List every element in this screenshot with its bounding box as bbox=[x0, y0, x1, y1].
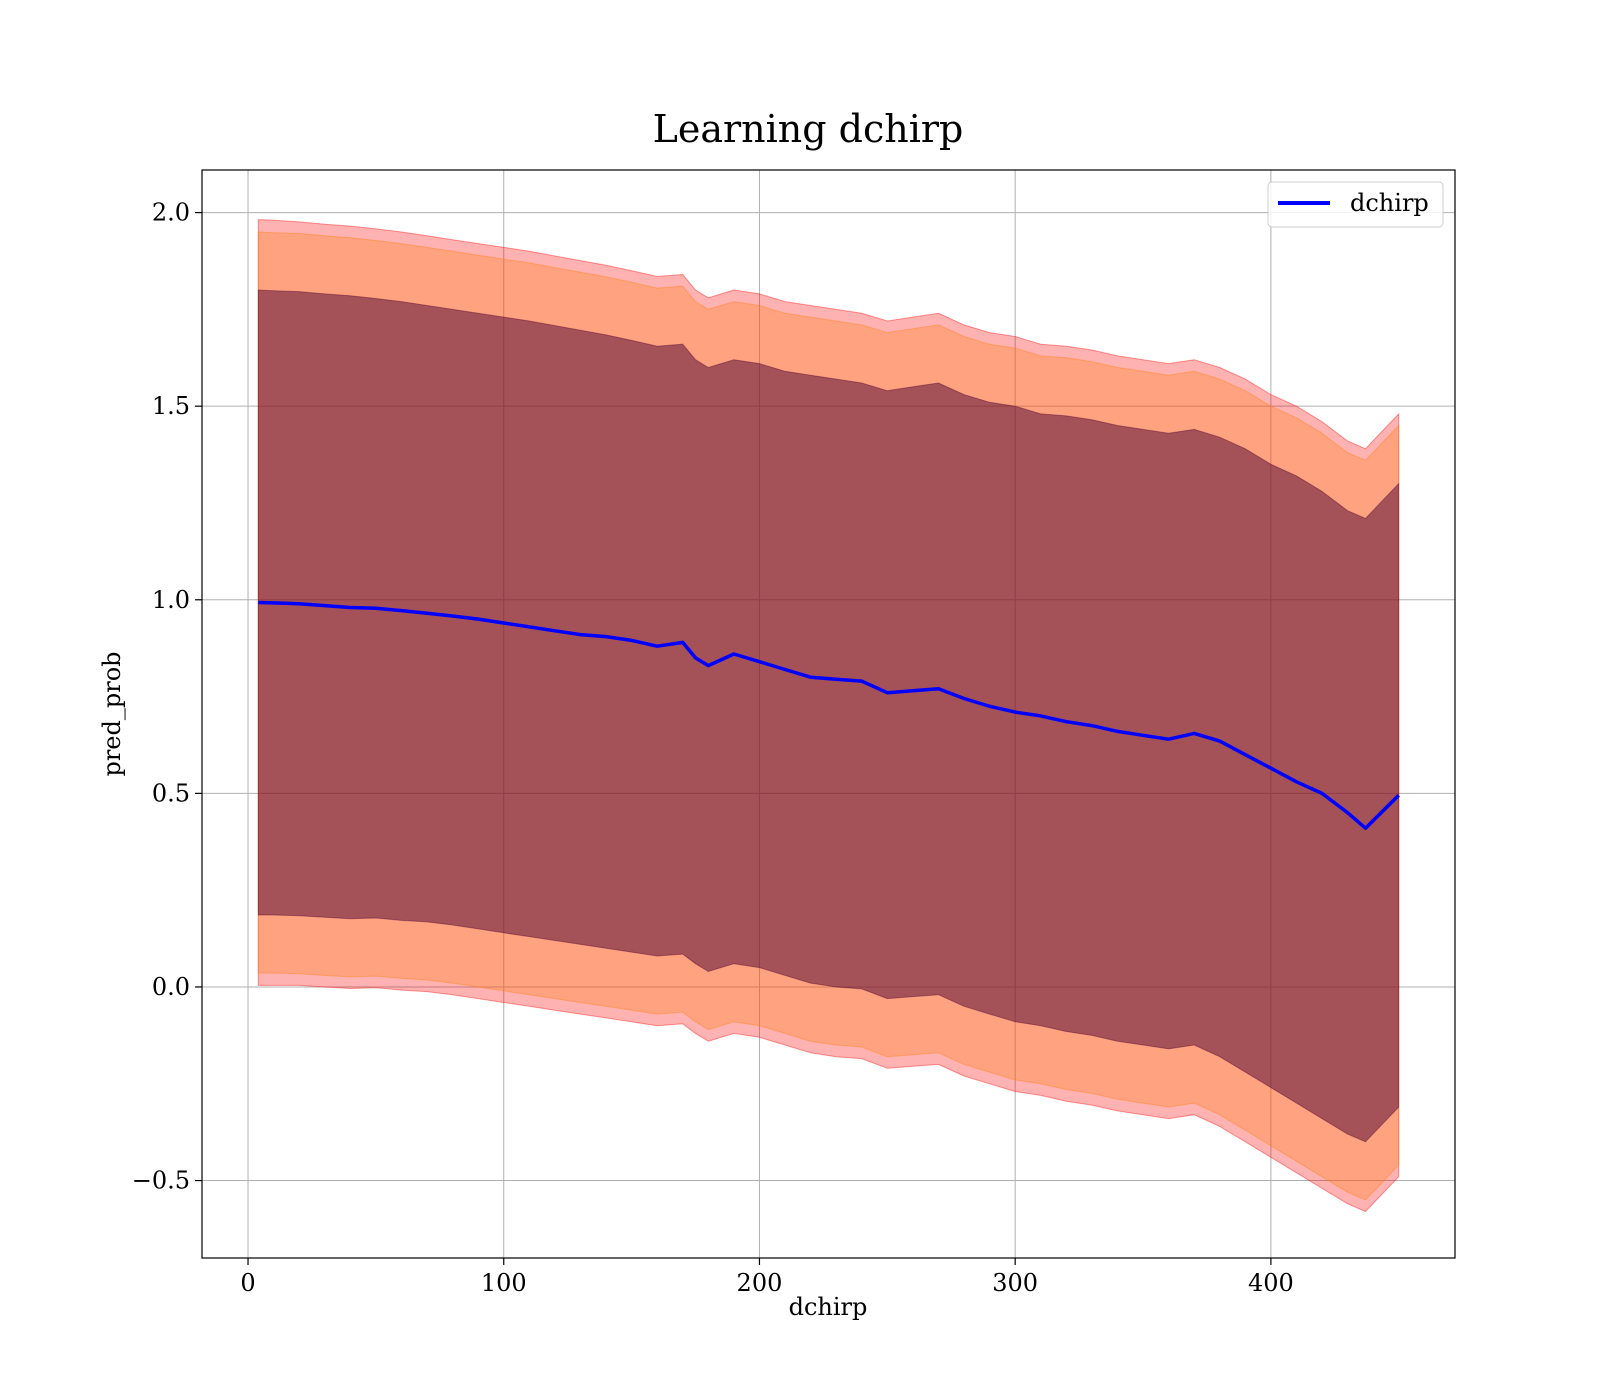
confidence-bands bbox=[257, 219, 1400, 1213]
series-line-dchirp bbox=[258, 600, 1400, 830]
series-lines bbox=[258, 600, 1400, 830]
y-tick-label-0: −0.5 bbox=[132, 1167, 190, 1195]
legend: dchirp bbox=[1267, 181, 1444, 228]
legend-box bbox=[1267, 181, 1444, 228]
x-axis-label: dchirp bbox=[789, 1293, 868, 1321]
y-tick-label-1: 0.0 bbox=[152, 973, 190, 1001]
legend-label-dchirp: dchirp bbox=[1350, 189, 1429, 217]
y-tick-label-4: 1.5 bbox=[152, 392, 190, 420]
x-tick-label-0: 0 bbox=[240, 1269, 255, 1297]
plot-frame bbox=[201, 169, 1456, 1259]
confidence-band-2 bbox=[257, 289, 1400, 1143]
x-tick-label-2: 200 bbox=[737, 1269, 783, 1297]
x-axis-ticks: 0 100 200 300 400 bbox=[240, 1258, 1294, 1297]
x-tick-label-3: 300 bbox=[992, 1269, 1038, 1297]
y-tick-label-5: 2.0 bbox=[152, 199, 190, 227]
y-axis-ticks: −0.5 0.0 0.5 1.0 1.5 2.0 bbox=[132, 199, 202, 1195]
y-tick-label-2: 0.5 bbox=[152, 779, 190, 807]
y-tick-label-3: 1.0 bbox=[152, 586, 190, 614]
x-tick-label-4: 400 bbox=[1248, 1269, 1294, 1297]
x-tick-label-1: 100 bbox=[481, 1269, 527, 1297]
chart-title: Learning dchirp bbox=[653, 107, 964, 151]
y-axis-label: pred_prob bbox=[98, 651, 126, 776]
